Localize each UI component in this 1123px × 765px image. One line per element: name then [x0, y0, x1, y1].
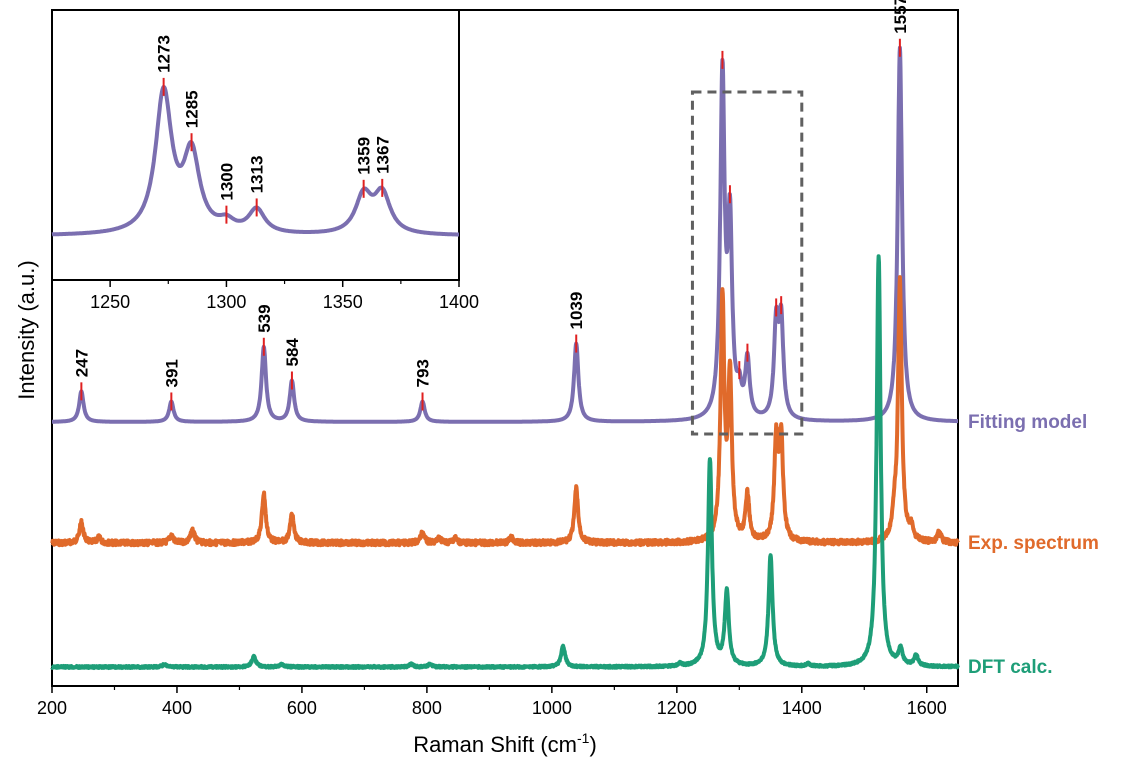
- series-label: DFT calc.: [968, 657, 1052, 678]
- series-line-1: [50, 275, 960, 548]
- inset-x-tick-label: 1250: [90, 292, 130, 312]
- x-tick-label: 600: [287, 698, 317, 718]
- peak-label: 793: [414, 359, 433, 387]
- peak-label: 584: [283, 338, 302, 367]
- x-axis-title-main: Raman Shift (cm: [413, 732, 577, 757]
- peak-label: 247: [72, 349, 91, 377]
- inset-peak-label: 1285: [183, 90, 202, 128]
- x-axis-title-superscript: -1: [577, 730, 590, 746]
- series-label: Exp. spectrum: [968, 533, 1099, 554]
- inset-peak-label: 1300: [217, 163, 236, 201]
- main-plot-frame: [51, 9, 959, 687]
- y-axis-title: Intensity (a.u.): [14, 260, 39, 399]
- x-tick-label: 1000: [532, 698, 572, 718]
- inset-plot: 1250 1300 1350 1400 1273 1285 1300 1313 1359 1367: [50, 9, 479, 312]
- series-line-2: [50, 254, 960, 670]
- series-line-0: [50, 45, 960, 424]
- peak-label: 1557: [891, 0, 910, 34]
- inset-x-tick-label: 1350: [323, 292, 363, 312]
- peak-label: 539: [255, 304, 274, 332]
- x-tick-label: 1600: [907, 698, 947, 718]
- inset-peak-label: 1313: [248, 156, 267, 194]
- x-tick-label: 1200: [657, 698, 697, 718]
- peak-label: 391: [162, 359, 181, 387]
- x-tick-label: 200: [37, 698, 67, 718]
- inset-peak-label: 1359: [355, 137, 374, 175]
- peak-label: 1039: [567, 292, 586, 330]
- x-tick-label: 400: [162, 698, 192, 718]
- inset-frame: [51, 9, 460, 281]
- series-label: Fitting model: [968, 412, 1087, 433]
- inset-peak-label: 1273: [155, 35, 174, 73]
- main-plot-area: 200 400 600 800 1000 1200 1400 1600 Fitting mode…: [37, 0, 1099, 718]
- x-tick-label: 800: [412, 698, 442, 718]
- inset-x-tick-label: 1400: [439, 292, 479, 312]
- inset-series-line: [50, 84, 461, 237]
- inset-x-tick-label: 1300: [206, 292, 246, 312]
- inset-peak-label: 1367: [373, 136, 392, 174]
- x-axis-title-close: ): [589, 732, 596, 757]
- x-axis-title: Raman Shift (cm-1): [413, 730, 597, 757]
- x-tick-label: 1400: [782, 698, 822, 718]
